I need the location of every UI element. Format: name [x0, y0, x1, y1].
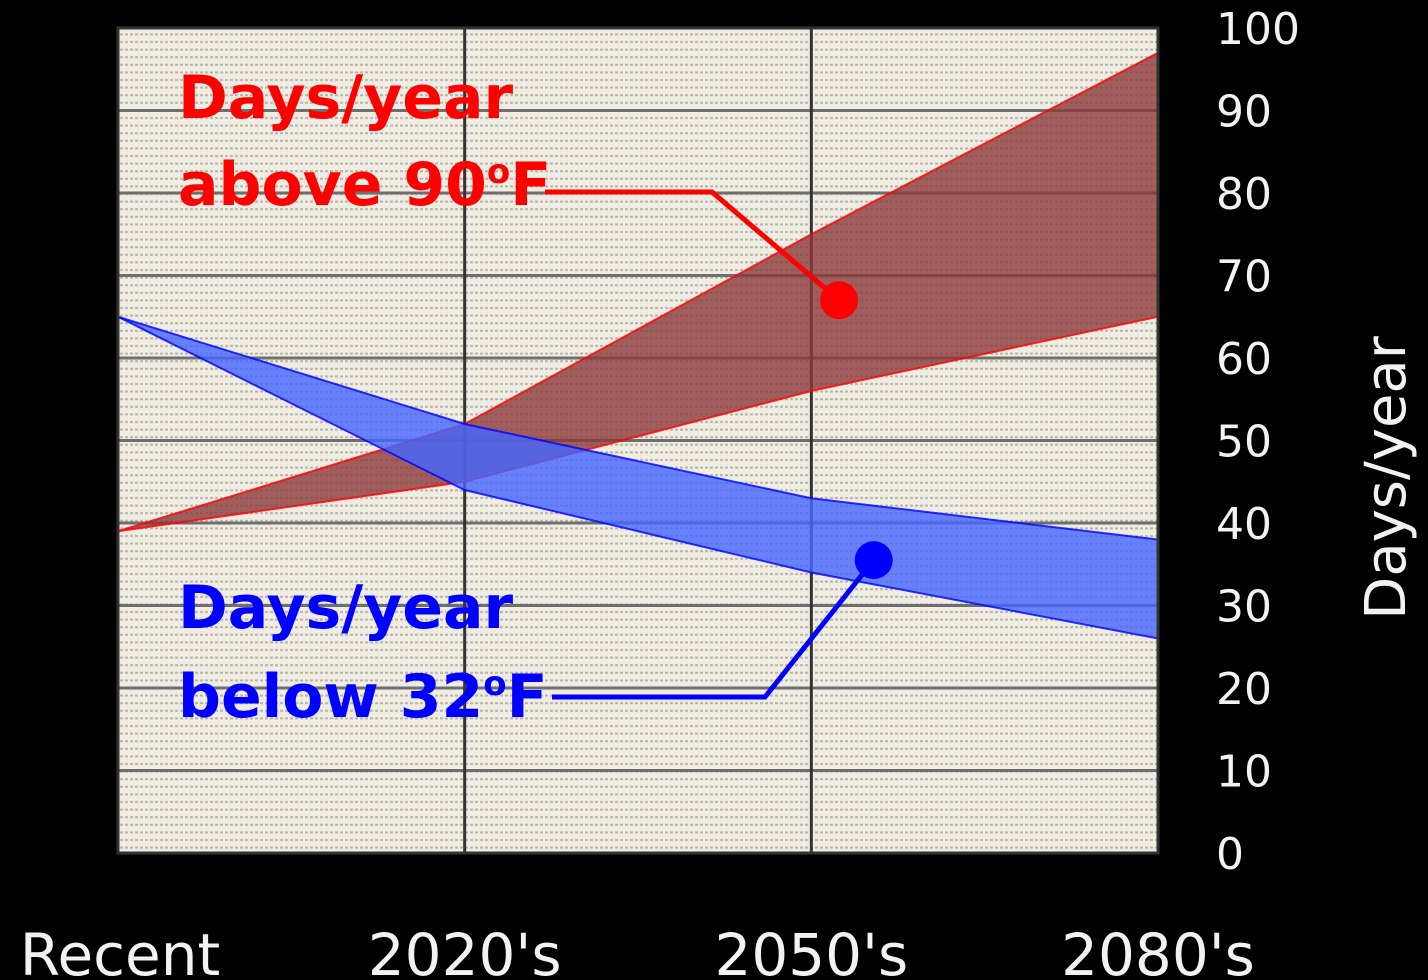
leader-dot	[854, 541, 893, 580]
y-tick-labels: 0 10 20 30 40 50 60 70 80 90 100	[1216, 4, 1300, 880]
plot-border	[116, 26, 1160, 855]
annotation-title: Days/year	[178, 573, 513, 643]
annotation-threshold-value: below 32	[178, 662, 483, 732]
x-tick-label: 2080's	[1061, 921, 1255, 980]
bands	[117, 51, 1159, 640]
x-tick-label: 2020's	[368, 921, 562, 980]
annotation-threshold-value: above 90	[178, 150, 487, 220]
y-tick-label: 90	[1216, 87, 1272, 138]
annotation-below-32: Days/year below 32oF	[178, 541, 893, 732]
annotation-threshold: below 32oF	[178, 662, 548, 732]
leader-line	[545, 189, 841, 303]
y-tick-label: 20	[1216, 664, 1272, 715]
leader-dot	[820, 281, 859, 320]
freezing-days-band-lower-edge	[117, 315, 1159, 640]
annotation-above-90: Days/year above 90oF	[178, 63, 859, 320]
y-tick-label: 60	[1216, 334, 1272, 385]
y-tick-label: 80	[1216, 169, 1272, 220]
freezing-days-band-upper-edge	[117, 315, 1159, 541]
y-tick-label: 0	[1216, 829, 1244, 880]
annotation-degree: o	[483, 664, 506, 704]
annotation-degree: o	[487, 152, 510, 192]
y-tick-label: 30	[1216, 582, 1272, 633]
annotation-unit: F	[507, 662, 548, 732]
x-tick-label: 2050's	[714, 921, 908, 980]
annotation-unit: F	[510, 150, 551, 220]
y-tick-label: 100	[1216, 4, 1300, 55]
hot-days-band-lower-edge	[117, 315, 1159, 533]
annotation-title: Days/year	[178, 63, 513, 133]
x-tick-labels: Recent 2020's 2050's 2080's	[20, 921, 1255, 980]
leader-line	[552, 558, 876, 700]
hot-days-band-upper-edge	[117, 51, 1159, 533]
y-tick-label: 50	[1216, 417, 1272, 468]
y-tick-label: 40	[1216, 499, 1272, 550]
y-tick-label: 10	[1216, 747, 1272, 798]
y-axis-label: Days/year	[1354, 335, 1419, 620]
x-tick-label: Recent	[20, 921, 220, 980]
y-tick-label: 70	[1216, 252, 1272, 303]
annotation-threshold: above 90oF	[178, 150, 551, 220]
